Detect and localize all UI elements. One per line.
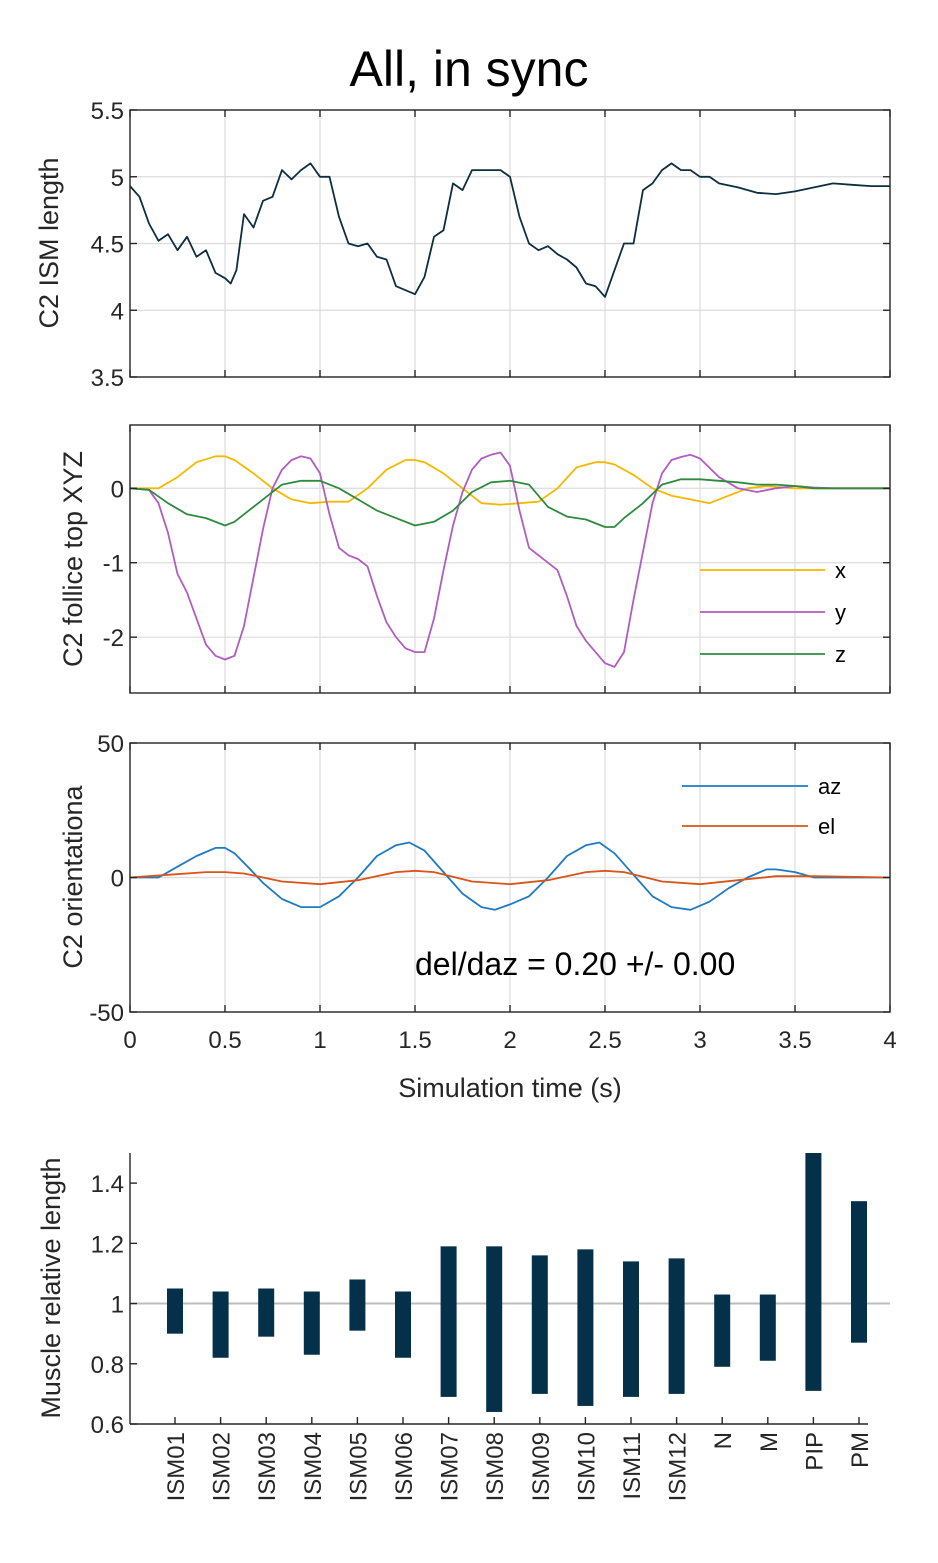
x-tick-label: 2.5 xyxy=(588,1027,621,1054)
bar-ISM02 xyxy=(212,1291,229,1358)
muscle-length-ylabel: Muscle relative length xyxy=(36,1157,66,1418)
y-tick-label: -1 xyxy=(103,551,124,578)
y-tick-label: 4.5 xyxy=(91,232,124,259)
follicle-xyz-ylabel: C2 follice top XYZ xyxy=(58,451,88,667)
follicle-xyz-legend: x y z xyxy=(700,558,846,667)
bar-ISM08 xyxy=(486,1246,503,1412)
series-line-z xyxy=(129,478,890,528)
y-tick-label: 1 xyxy=(111,1292,124,1319)
orientation-legend: az el xyxy=(682,774,841,839)
x-tick-label-ISM03: ISM03 xyxy=(254,1432,281,1501)
orientation-ylabel: C2 orientationa xyxy=(58,784,88,968)
series-line-x xyxy=(130,455,890,506)
legend-label-y: y xyxy=(835,600,846,625)
x-tick-label-ISM08: ISM08 xyxy=(482,1432,509,1501)
x-tick-label: 2 xyxy=(503,1027,516,1054)
y-tick-label: 5 xyxy=(111,165,124,192)
ism-length-panel: 3.5 4 4.5 5 5.5 C2 ISM length xyxy=(34,98,891,392)
y-tick-label: 50 xyxy=(97,731,124,758)
bar-N xyxy=(714,1294,731,1367)
bar-ISM10 xyxy=(577,1249,594,1406)
y-tick-label: 3.5 xyxy=(91,365,124,392)
legend-label-az: az xyxy=(818,774,841,799)
bar-ISM12 xyxy=(668,1258,685,1394)
y-tick-label: 0 xyxy=(111,866,124,893)
bar-ISM07 xyxy=(440,1246,457,1397)
bar-PIP xyxy=(805,1153,822,1391)
x-tick-label-ISM06: ISM06 xyxy=(391,1432,418,1501)
bar-PM xyxy=(851,1201,867,1343)
x-tick-label-N: N xyxy=(710,1432,737,1449)
y-tick-label: 0.8 xyxy=(91,1352,124,1379)
x-tick-label-M: M xyxy=(756,1432,783,1452)
x-tick-label-ISM10: ISM10 xyxy=(573,1432,600,1501)
y-tick-label: 0.6 xyxy=(91,1412,124,1439)
x-tick-label-ISM12: ISM12 xyxy=(665,1432,692,1501)
bar-ISM11 xyxy=(623,1261,639,1397)
series-line-y xyxy=(129,451,890,668)
y-tick-label: 0 xyxy=(111,476,124,503)
bar-ISM03 xyxy=(258,1288,275,1337)
muscle-length-panel: 0.6 0.8 1 1.2 1.4 ISM01 ISM02 ISM03 ISM04 ISM05 IS… xyxy=(36,1153,890,1501)
orientation-xlabel: Simulation time (s) xyxy=(398,1073,622,1103)
x-tick-label-ISM07: ISM07 xyxy=(437,1432,464,1501)
x-tick-label: 0.5 xyxy=(208,1027,241,1054)
legend-label-z: z xyxy=(835,642,846,667)
x-tick-label: 4 xyxy=(883,1027,896,1054)
y-tick-label: 1.4 xyxy=(91,1171,124,1198)
bar-ISM06 xyxy=(395,1291,411,1358)
bar-ISM01 xyxy=(167,1288,183,1334)
y-tick-label: -2 xyxy=(103,625,124,652)
x-tick-label: 1 xyxy=(313,1027,326,1054)
bar-ISM04 xyxy=(303,1291,320,1355)
follicle-xyz-panel: -2 -1 0 x y z C2 follice top XYZ xyxy=(58,424,891,694)
x-tick-label-ISM01: ISM01 xyxy=(163,1432,190,1501)
figure-title: All, in sync xyxy=(350,41,589,97)
x-tick-label: 1.5 xyxy=(398,1027,431,1054)
x-tick-label-ISM02: ISM02 xyxy=(209,1432,236,1501)
x-tick-label-ISM09: ISM09 xyxy=(528,1432,555,1501)
x-tick-label-PIP: PIP xyxy=(801,1432,828,1471)
x-tick-label-ISM04: ISM04 xyxy=(300,1432,327,1501)
y-tick-label: 5.5 xyxy=(91,98,124,125)
x-tick-label-ISM11: ISM11 xyxy=(619,1432,646,1500)
ism-length-ylabel: C2 ISM length xyxy=(34,157,64,328)
bar-ISM05 xyxy=(349,1279,366,1331)
series-line-az xyxy=(130,841,890,911)
bar-M xyxy=(759,1294,776,1361)
x-tick-label-ISM05: ISM05 xyxy=(345,1432,372,1501)
x-tick-label: 0 xyxy=(123,1027,136,1054)
legend-label-x: x xyxy=(835,558,846,583)
x-tick-label-PM: PM xyxy=(847,1432,874,1468)
bar-ISM09 xyxy=(531,1255,548,1394)
x-tick-label: 3.5 xyxy=(778,1027,811,1054)
orientation-annotation: del/daz = 0.20 +/- 0.00 xyxy=(415,946,735,982)
y-tick-label: -50 xyxy=(89,1000,124,1027)
x-tick-label: 3 xyxy=(693,1027,706,1054)
series-line-ism_length xyxy=(129,162,890,298)
y-tick-label: 1.2 xyxy=(91,1231,124,1258)
legend-label-el: el xyxy=(818,814,835,839)
y-tick-label: 4 xyxy=(111,298,124,325)
series-line-el xyxy=(129,869,891,886)
